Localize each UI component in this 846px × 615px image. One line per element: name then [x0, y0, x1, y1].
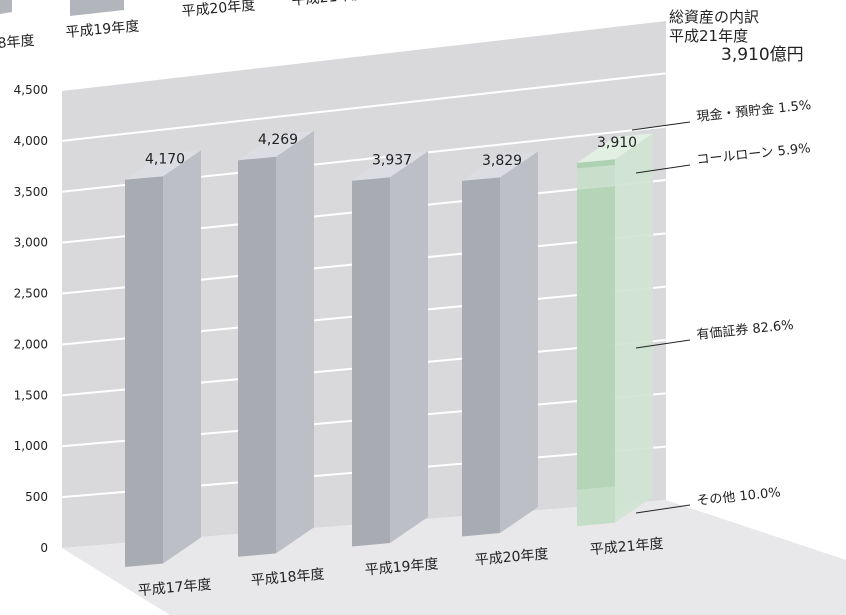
bar-segment — [577, 186, 615, 490]
y-tick-label: 1,000 — [14, 439, 48, 453]
bar — [238, 130, 314, 557]
x-tick-label: 平成20年度 — [474, 546, 549, 568]
top-strip-label: 8年度 — [0, 33, 35, 52]
leader-line — [635, 504, 691, 514]
value-labels: 4,170 4,269 3,937 3,829 3,910 — [145, 132, 637, 169]
y-tick-label: 500 — [25, 490, 48, 504]
leader-line — [635, 164, 691, 174]
floor — [62, 500, 846, 615]
bar-side-face — [163, 150, 201, 564]
top-strip-label: 平成21年度 — [291, 0, 366, 9]
y-tick-label: 3,000 — [14, 236, 48, 250]
bar-front-face — [352, 177, 390, 547]
bar-front-face — [125, 176, 163, 567]
x-tick-label: 平成17年度 — [137, 577, 212, 599]
y-tick-label: 3,500 — [14, 185, 48, 199]
bar-segment — [577, 486, 615, 527]
bars — [125, 130, 653, 567]
x-tick-label: 平成19年度 — [364, 556, 439, 578]
breakdown-title: 総資産の内訳 — [669, 8, 760, 26]
breakdown-year: 平成21年度 — [669, 27, 749, 45]
leader-line — [631, 121, 691, 131]
breakdown-label: コールローン 5.9% — [696, 141, 811, 168]
bar — [577, 133, 653, 527]
y-tick-label: 0 — [40, 541, 48, 555]
x-tick-labels: 平成17年度 平成18年度 平成19年度 平成20年度 平成21年度 — [137, 536, 664, 599]
gridline — [61, 72, 667, 142]
top-strip: 8年度 平成19年度 平成20年度 平成21年度 — [0, 0, 366, 52]
y-tick-label: 4,500 — [14, 83, 48, 97]
top-strip-label: 平成19年度 — [65, 19, 140, 41]
bar-top-face — [238, 130, 314, 161]
value-label: 3,829 — [482, 153, 522, 169]
leader-line — [635, 339, 691, 349]
bar-front-face — [462, 177, 500, 537]
bar-segment — [577, 159, 615, 169]
breakdown-label: その他 10.0% — [696, 485, 782, 509]
breakdown-label: 有価証券 82.6% — [696, 317, 795, 343]
bar-front-face — [238, 156, 276, 557]
breakdown-total: 3,910億円 — [721, 45, 804, 65]
bar — [125, 150, 201, 567]
value-label: 3,910 — [597, 135, 637, 151]
value-label: 3,937 — [372, 153, 412, 169]
bar — [352, 151, 428, 547]
x-tick-label: 平成18年度 — [250, 567, 325, 589]
y-tick-labels: 0 500 1,000 1,500 2,000 2,500 3,000 3,500 4,000 4… — [14, 83, 48, 555]
bar-top-face — [352, 151, 428, 181]
y-tick-label: 2,500 — [14, 287, 48, 301]
bar-segment — [577, 164, 615, 190]
bar — [462, 151, 538, 537]
y-tick-label: 4,000 — [14, 134, 48, 148]
cropped-bar — [0, 0, 12, 14]
bar-side-face — [500, 151, 538, 534]
y-tick-label: 1,500 — [14, 388, 48, 402]
breakdown-label: 現金・預貯金 1.5% — [696, 97, 812, 125]
bar-side-face — [615, 133, 653, 523]
cropped-bar — [70, 0, 124, 16]
bar-top-face — [462, 151, 538, 181]
value-label: 4,269 — [258, 132, 298, 148]
gridline — [61, 19, 667, 91]
bar-top-face — [125, 150, 201, 180]
bar-top-face — [577, 133, 653, 163]
bar-side-face — [390, 151, 428, 543]
y-tick-label: 2,000 — [14, 337, 48, 351]
bar-side-face — [276, 130, 314, 554]
value-label: 4,170 — [145, 152, 185, 168]
x-tick-label: 平成21年度 — [589, 536, 664, 558]
top-strip-label: 平成20年度 — [181, 0, 256, 20]
breakdown-header: 総資産の内訳 平成21年度 3,910億円 — [669, 8, 839, 65]
